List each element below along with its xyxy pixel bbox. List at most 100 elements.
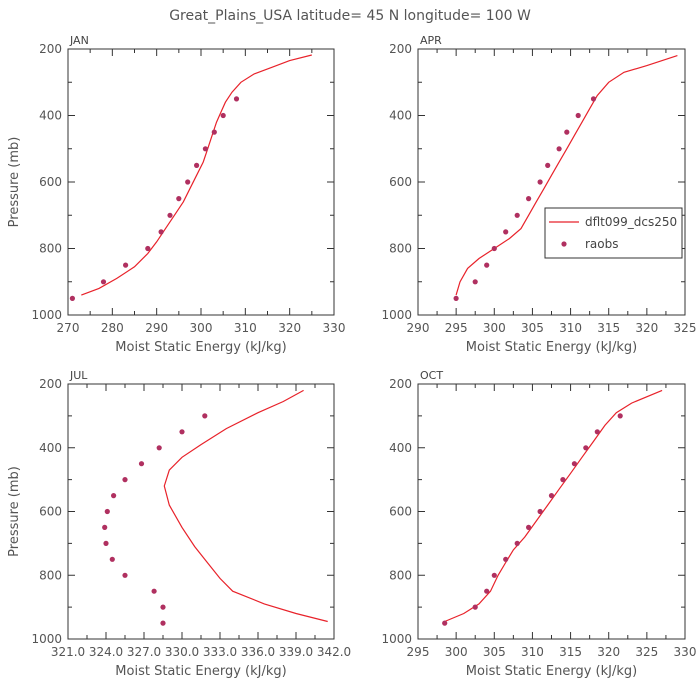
data-point-raobs — [617, 413, 623, 419]
data-point-raobs — [109, 556, 115, 562]
data-point-raobs — [583, 445, 589, 451]
data-point-raobs — [453, 295, 459, 301]
data-point-raobs — [123, 262, 129, 268]
chart-panel-apr: APR 290 295 300 305 310 315 320 325 200 400 600 800 1… — [381, 34, 696, 355]
data-point-raobs — [556, 146, 562, 152]
data-point-raobs — [503, 556, 509, 562]
data-point-raobs — [594, 429, 600, 435]
data-point-raobs — [484, 588, 490, 594]
y-tick-label: 400 — [39, 441, 62, 455]
data-point-raobs — [514, 540, 520, 547]
x-tick-label: 310 — [521, 645, 544, 659]
y-tick-label: 800 — [39, 242, 62, 256]
x-tick-label: 280 — [101, 321, 124, 335]
data-point-raobs — [484, 262, 490, 268]
data-point-raobs — [545, 162, 551, 168]
data-point-raobs — [100, 279, 107, 285]
x-tick-label: 295 — [445, 321, 468, 335]
data-point-raobs — [111, 493, 117, 499]
y-tick-label: 400 — [389, 109, 412, 123]
data-point-raobs — [194, 162, 200, 168]
y-axis-label: Pressure (mb) — [7, 137, 22, 228]
y-tick-label: 200 — [39, 377, 62, 391]
data-point-raobs — [571, 461, 578, 467]
data-point-raobs — [590, 96, 597, 102]
panel-label: OCT — [420, 369, 443, 382]
y-tick-label: 800 — [39, 568, 62, 582]
x-tick-label: 300 — [190, 321, 213, 335]
y-tick-label: 400 — [389, 441, 412, 455]
chart-panels: JAN 270 280 290 300 310 320 330 200 400 600 800 1000… — [7, 34, 696, 679]
y-tick-label: 800 — [389, 568, 412, 582]
x-tick-label: 327.0 — [127, 645, 161, 659]
data-point-raobs — [491, 572, 497, 578]
data-point-raobs — [158, 229, 164, 235]
data-point-raobs — [156, 445, 162, 451]
y-tick-label: 400 — [39, 109, 62, 123]
panel-label: JAN — [69, 34, 89, 47]
x-axis-label: Moist Static Energy (kJ/kg) — [115, 664, 286, 679]
data-point-raobs — [160, 620, 166, 626]
data-point-raobs — [102, 524, 108, 531]
x-tick-label: 321.0 — [51, 645, 85, 659]
data-point-raobs — [526, 524, 532, 531]
x-tick-label: 310 — [559, 321, 582, 335]
x-tick-label: 295 — [407, 645, 430, 659]
data-point-raobs — [537, 179, 543, 185]
y-tick-label: 600 — [39, 175, 62, 189]
x-tick-label: 300 — [445, 645, 468, 659]
y-tick-label: 1000 — [31, 308, 62, 322]
series-line-dflt099_dcs250 — [444, 389, 663, 623]
data-point-raobs — [472, 604, 478, 610]
x-tick-label: 325 — [635, 645, 658, 659]
x-tick-label: 330 — [674, 645, 697, 659]
data-point-raobs — [514, 212, 520, 218]
panel-label: JUL — [69, 369, 88, 382]
legend-label: raobs — [585, 237, 619, 251]
data-point-raobs — [167, 212, 173, 218]
data-point-raobs — [472, 279, 478, 285]
legend-label: dflt099_dcs250 — [585, 215, 677, 229]
x-tick-label: 315 — [597, 321, 620, 335]
x-tick-label: 300 — [483, 321, 506, 335]
chart-panel-jan: JAN 270 280 290 300 310 320 330 200 400 600 800 1000… — [7, 34, 345, 355]
x-tick-label: 320 — [278, 321, 301, 335]
data-point-raobs — [220, 112, 226, 119]
data-point-raobs — [151, 588, 157, 594]
data-point-raobs — [69, 295, 75, 301]
series-line-dflt099_dcs250 — [163, 389, 328, 623]
data-point-raobs — [122, 572, 128, 578]
data-point-raobs — [560, 477, 566, 483]
y-tick-label: 1000 — [31, 632, 62, 646]
x-tick-label: 330 — [323, 321, 346, 335]
x-tick-label: 315 — [559, 645, 582, 659]
x-tick-label: 339.0 — [279, 645, 313, 659]
x-tick-label: 310 — [234, 321, 257, 335]
data-point-raobs — [564, 129, 570, 135]
y-tick-label: 600 — [39, 505, 62, 519]
y-tick-label: 600 — [389, 175, 412, 189]
x-tick-label: 320 — [597, 645, 620, 659]
data-point-raobs — [145, 245, 151, 252]
y-tick-label: 1000 — [381, 308, 412, 322]
x-tick-label: 330.0 — [165, 645, 199, 659]
data-point-raobs — [575, 112, 581, 119]
data-point-raobs — [202, 146, 208, 152]
x-tick-label: 336.0 — [241, 645, 275, 659]
x-tick-label: 290 — [145, 321, 168, 335]
y-tick-label: 200 — [39, 42, 62, 56]
x-axis-label: Moist Static Energy (kJ/kg) — [115, 340, 286, 355]
data-point-raobs — [548, 493, 555, 499]
data-point-raobs — [160, 604, 166, 610]
figure-title: Great_Plains_USA latitude= 45 N longitud… — [169, 8, 531, 24]
y-tick-label: 200 — [389, 42, 412, 56]
y-tick-label: 1000 — [381, 632, 412, 646]
legend-box — [544, 207, 683, 259]
x-tick-label: 290 — [407, 321, 430, 335]
data-point-raobs — [233, 96, 240, 102]
data-point-raobs — [138, 461, 145, 467]
data-point-raobs — [537, 508, 543, 515]
x-tick-label: 270 — [57, 321, 80, 335]
